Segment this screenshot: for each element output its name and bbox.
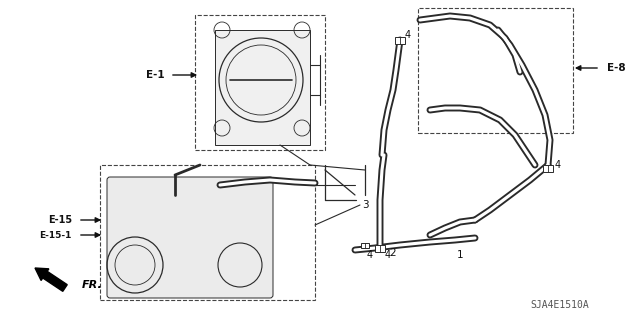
- Bar: [361, 242, 369, 248]
- Text: E-1: E-1: [147, 70, 165, 80]
- Text: 2: 2: [390, 248, 396, 258]
- Bar: [418, 8, 573, 133]
- Bar: [395, 36, 405, 43]
- Text: 4: 4: [385, 250, 391, 260]
- Text: 1: 1: [457, 250, 463, 260]
- FancyBboxPatch shape: [107, 177, 273, 298]
- Bar: [543, 165, 553, 172]
- Text: 4: 4: [555, 160, 561, 170]
- Text: FR.: FR.: [82, 280, 103, 290]
- FancyArrow shape: [35, 268, 67, 291]
- Text: SJA4E1510A: SJA4E1510A: [531, 300, 589, 310]
- Text: 3: 3: [362, 200, 368, 210]
- Text: E-15: E-15: [48, 215, 72, 225]
- Bar: [100, 165, 315, 300]
- Bar: [215, 30, 310, 145]
- Bar: [195, 15, 325, 150]
- Text: 4: 4: [367, 250, 373, 260]
- Bar: [375, 244, 385, 251]
- Text: E-15-1: E-15-1: [40, 231, 72, 240]
- Text: E-8: E-8: [607, 63, 626, 73]
- Text: 4: 4: [405, 30, 411, 40]
